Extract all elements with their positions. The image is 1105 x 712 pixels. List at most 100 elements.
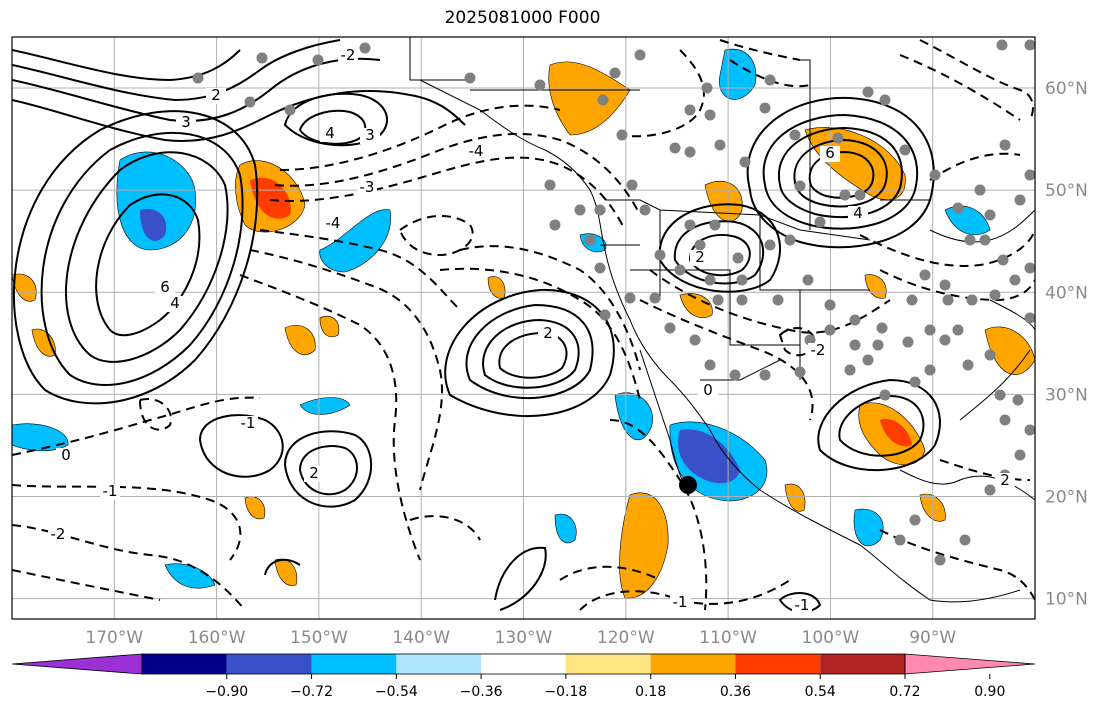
trough-contour-label-bg (100, 484, 120, 500)
station-dot (984, 484, 996, 496)
solid-contour (283, 430, 373, 508)
station-dot (862, 354, 874, 366)
station-dot (994, 389, 1006, 401)
positive-anomaly-patch (864, 274, 887, 299)
solid-contour (298, 110, 367, 145)
longitude-label: 160°W (188, 628, 246, 648)
ridge-contour-label-bg (848, 206, 868, 222)
dashed-contour (12, 396, 261, 456)
colorbar-segment (142, 654, 227, 674)
station-dot (704, 109, 716, 121)
longitude-label: 140°W (392, 628, 450, 648)
colorbar-segment (481, 654, 566, 674)
station-dot (1024, 262, 1035, 274)
station-dot (952, 202, 964, 214)
station-dot (909, 376, 921, 388)
solid-contour (482, 318, 580, 389)
station-dot (594, 204, 606, 216)
colorbar-tick-label: −0.90 (205, 684, 248, 700)
solid-contour (298, 445, 358, 496)
station-dot (574, 204, 586, 216)
station-dot (984, 209, 996, 221)
positive-anomaly-patch (319, 315, 340, 338)
station-dot (942, 294, 954, 306)
ridge-contour-label: 6 (825, 144, 835, 162)
trough-contour-label: -1 (795, 596, 810, 614)
ridge-contour-label-bg (320, 126, 340, 142)
station-dot (939, 334, 951, 346)
dashed-contour (12, 569, 161, 601)
ridge-contour-label: 6 (160, 278, 170, 296)
ridge-contour-label-bg (155, 280, 175, 296)
dashed-contour (409, 515, 481, 541)
station-dot (989, 289, 1001, 301)
station-dot (736, 274, 748, 286)
station-dot (729, 369, 741, 381)
station-dot (794, 180, 806, 192)
station-dot (739, 156, 751, 168)
ridge-contour-label: 2 (543, 324, 553, 342)
solid-contour (777, 126, 903, 219)
station-dot (1009, 274, 1021, 286)
colorbar-frame (141, 653, 906, 675)
solid-contour (498, 331, 568, 379)
positive-anomaly-patch (274, 558, 298, 586)
station-dot (626, 179, 638, 191)
station-dot (984, 349, 996, 361)
dashed-contour (899, 54, 1021, 121)
trough-contour-label-bg (670, 595, 690, 611)
solid-contour (838, 394, 925, 457)
positive-anomaly-patch (250, 177, 291, 219)
station-dot (894, 534, 906, 546)
station-dot (919, 269, 931, 281)
lat-lon-grid (12, 37, 1035, 619)
station-dot (1024, 424, 1035, 436)
map-title: 2025081000 F000 (444, 8, 601, 28)
station-dot (979, 234, 991, 246)
station-dot (1024, 312, 1035, 324)
dashed-contour (279, 104, 561, 171)
ridge-contour-label: 4 (325, 124, 335, 142)
colorbar-extend-low (11, 653, 143, 675)
station-dot (624, 292, 636, 304)
dashed-contour (879, 529, 1035, 601)
negative-anomaly-patch (853, 508, 884, 547)
positive-anomaly-patch (804, 127, 906, 201)
longitude-label: 90°W (909, 628, 956, 648)
trough-contour-label: -1 (673, 593, 688, 611)
station-dot (772, 294, 784, 306)
colorbar-tick-label: −0.18 (544, 684, 587, 700)
station-dot (312, 54, 324, 66)
positive-anomaly-patch (12, 273, 37, 302)
trough-contour-label: -4 (326, 214, 341, 232)
colorbar-tick-label: 0.90 (974, 684, 1005, 700)
station-dot (999, 414, 1011, 426)
hurricane-marker (679, 476, 697, 494)
trough-contour-label-bg (238, 416, 258, 432)
station-dot (549, 219, 561, 231)
station-dot (599, 309, 611, 321)
negative-anomaly-patch (140, 209, 167, 242)
solid-contour (494, 546, 547, 611)
latitude-label: 10°N (1045, 590, 1088, 610)
trough-contour-label-bg (48, 527, 68, 543)
station-dot (862, 86, 874, 98)
solid-contour (762, 113, 919, 230)
solid-contour (12, 39, 341, 102)
negative-anomaly-patch (719, 48, 757, 100)
trough-contour-label-bg (466, 144, 486, 160)
negative-anomaly-patch (554, 513, 577, 544)
trough-contour-label-bg (323, 216, 343, 232)
station-dot (639, 204, 651, 216)
colorbar-segment (396, 654, 482, 674)
station-dot (704, 359, 716, 371)
station-dot (909, 514, 921, 526)
dashed-contour (929, 152, 1021, 181)
plot-frame (11, 36, 1036, 620)
dashed-contour (259, 229, 461, 311)
longitude-label: 100°W (802, 628, 860, 648)
station-dot (704, 274, 716, 286)
dashed-contour (639, 299, 814, 421)
station-dot (924, 364, 936, 376)
